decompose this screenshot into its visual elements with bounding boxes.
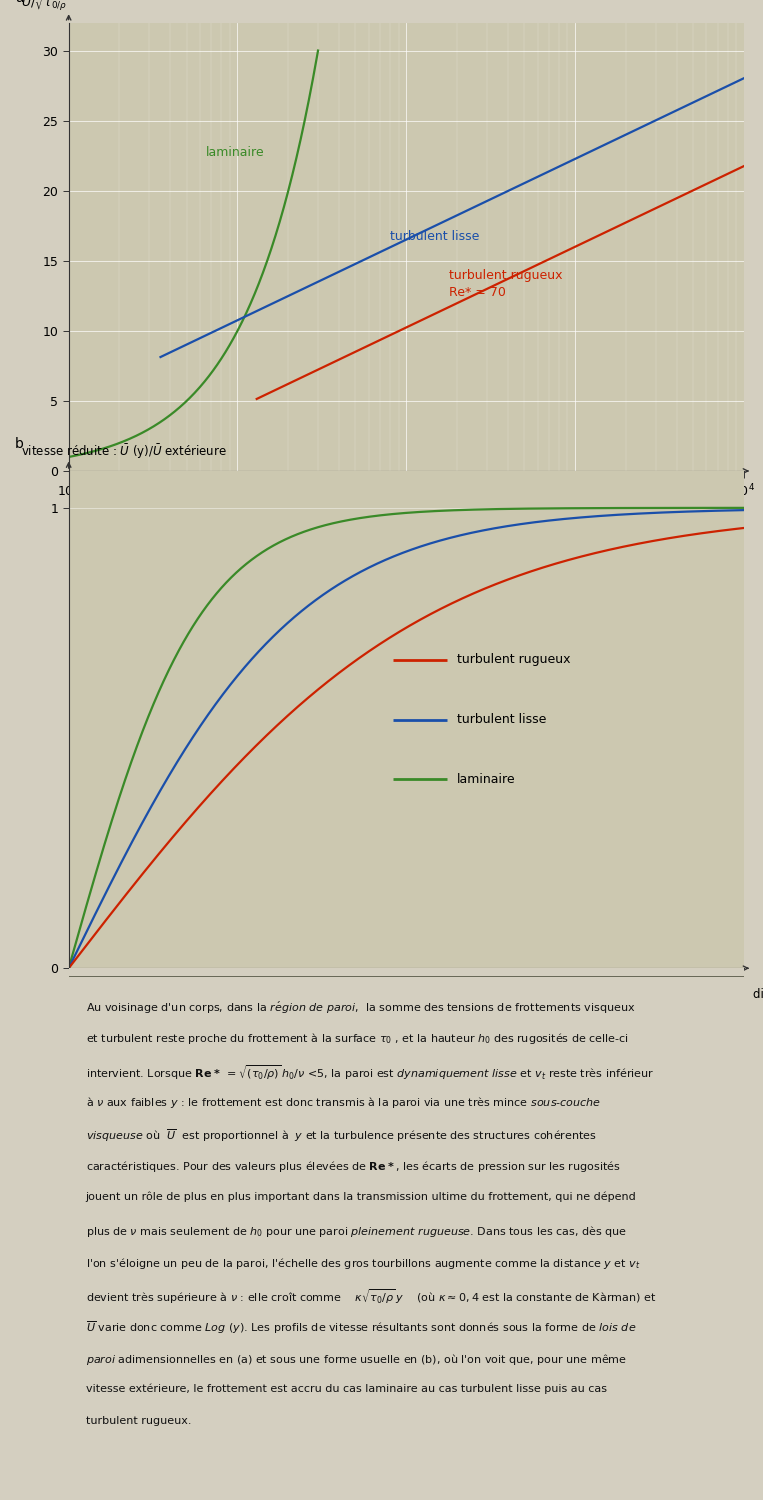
Text: à $\nu$ aux faibles $y$ : le frottement est donc transmis à la paroi via une trè: à $\nu$ aux faibles $y$ : le frottement … [85,1095,601,1110]
Text: et turbulent reste proche du frottement à la surface $\tau_0$ , et la hauteur $h: et turbulent reste proche du frottement … [85,1032,629,1047]
Text: turbulent lisse: turbulent lisse [390,230,479,243]
Text: $\overline{U}$ varie donc comme $\it{Log\ (y)}$. Les profils de vitesse résultan: $\overline{U}$ varie donc comme $\it{Log… [85,1320,636,1336]
Text: caractéristiques. Pour des valeurs plus élevées de $\bf{Re*}$, les écarts de pre: caractéristiques. Pour des valeurs plus … [85,1160,620,1174]
Text: Au voisinage d'un corps, dans la $\it{r\acute{e}gion\ de\ paroi}$,  la somme des: Au voisinage d'un corps, dans la $\it{r\… [85,999,635,1016]
Text: jouent un rôle de plus en plus important dans la transmission ultime du frotteme: jouent un rôle de plus en plus important… [85,1191,636,1202]
Text: turbulent rugueux.: turbulent rugueux. [85,1416,191,1426]
Text: turbulent lisse: turbulent lisse [457,712,546,726]
Text: intervient. Lorsque $\bf{Re*}$ $= \sqrt{(\tau_0/\rho)}\,h_0/\nu$ <5, la paroi es: intervient. Lorsque $\bf{Re*}$ $= \sqrt{… [85,1064,654,1082]
Text: laminaire: laminaire [457,772,516,786]
Text: turbulent rugueux
Re* = 70: turbulent rugueux Re* = 70 [449,268,563,298]
Text: devient très supérieure à $\nu$ : elle croît comme    $\kappa\sqrt{\tau_0/\rho}\: devient très supérieure à $\nu$ : elle c… [85,1287,655,1306]
Text: laminaire: laminaire [206,146,265,159]
Text: $\it{visqueuse}$ où  $\overline{U}$  est proportionnel à  $y$ et la turbulence p: $\it{visqueuse}$ où $\overline{U}$ est p… [85,1128,597,1144]
Text: vitesse réduite : $\bar{U}$ (y)/$\bar{U}$ extérieure: vitesse réduite : $\bar{U}$ (y)/$\bar{U}… [21,442,227,460]
Text: distance à la paroi : y: distance à la paroi : y [753,988,763,1000]
Text: $\bar{U}$/$\sqrt{\tau_{0/\rho}}$: $\bar{U}$/$\sqrt{\tau_{0/\rho}}$ [21,0,69,13]
Text: l'on s'éloigne un peu de la paroi, l'échelle des gros tourbillons augmente comme: l'on s'éloigne un peu de la paroi, l'éch… [85,1256,640,1270]
Text: a: a [14,0,24,4]
Text: b: b [14,436,24,451]
Text: turbulent rugueux: turbulent rugueux [457,654,571,666]
Text: plus de $\nu$ mais seulement de $h_0$ pour une paroi $\it{pleinement\ rugueuse}$: plus de $\nu$ mais seulement de $h_0$ po… [85,1224,626,1239]
Text: $\it{paroi}$ adimensionnelles en (a) et sous une forme usuelle en (b), où l'on v: $\it{paroi}$ adimensionnelles en (a) et … [85,1352,626,1366]
Text: vitesse extérieure, le frottement est accru du cas laminaire au cas turbulent li: vitesse extérieure, le frottement est ac… [85,1383,607,1394]
